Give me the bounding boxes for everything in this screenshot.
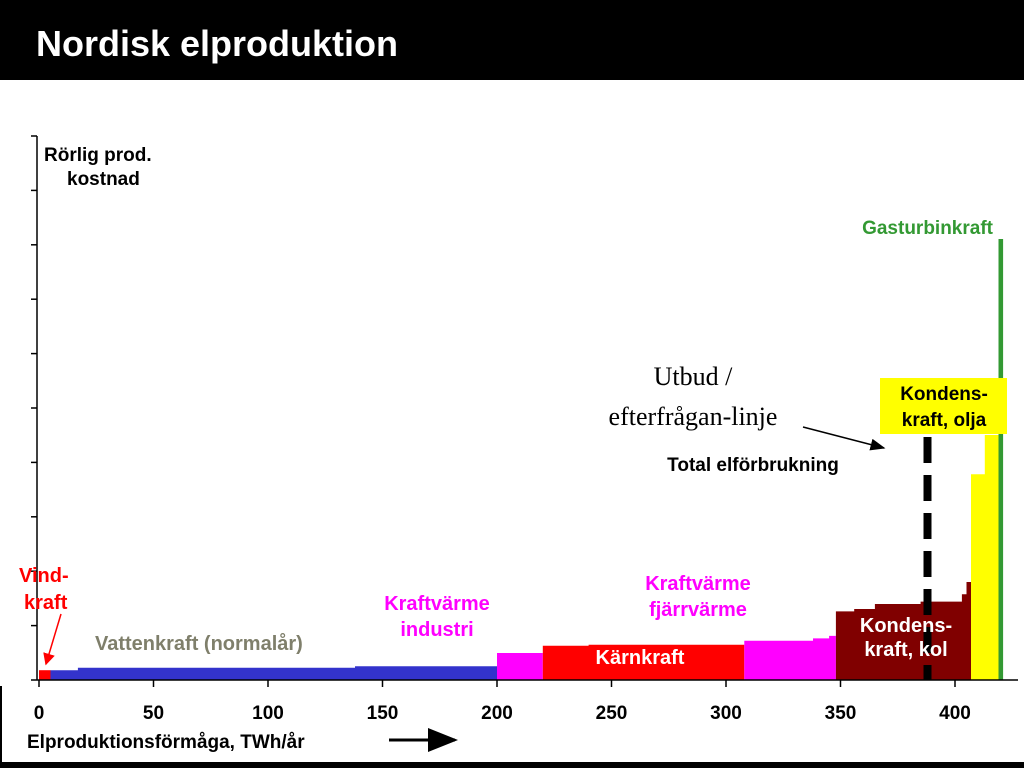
segment-6: [971, 435, 999, 680]
chp-industry-label-line1: Kraftvärme: [384, 593, 490, 615]
wind-label-line2: kraft: [24, 592, 68, 614]
slide-title: Nordisk elproduktion: [36, 23, 399, 64]
frame-bottom-edge: [0, 762, 1024, 768]
title-bar: Nordisk elproduktion: [0, 0, 1024, 80]
gas-label: Gasturbinkraft: [862, 218, 994, 239]
demand-label: Total elförbrukning: [667, 455, 839, 476]
x-tick-label: 250: [596, 703, 628, 724]
segment-2: [497, 653, 543, 680]
hydro-label: Vattenkraft (normalår): [95, 632, 303, 655]
x-tick-label: 50: [143, 703, 164, 724]
coal-label-line2: kraft, kol: [864, 639, 947, 661]
supply-segments: [39, 239, 1004, 680]
supply-demand-arrow: [802, 426, 886, 451]
oil-label-line2: kraft, olja: [902, 410, 987, 431]
wind-label-line1: Vind-: [19, 565, 69, 587]
frame-left-edge: [0, 686, 2, 768]
x-tick-label: 0: [34, 703, 45, 724]
y-axis-label-line2: kostnad: [67, 169, 140, 190]
y-axis-label-line1: Rörlig prod.: [44, 145, 152, 166]
segment-1: [50, 665, 497, 680]
supply-demand-label-line2: efterfrågan-linje: [609, 402, 778, 431]
x-tick-label: 300: [710, 703, 742, 724]
x-tick-label: 100: [252, 703, 284, 724]
nuclear-label: Kärnkraft: [596, 647, 685, 669]
x-tick-label: 400: [939, 703, 971, 724]
segment-3: [542, 644, 745, 680]
segment-0: [39, 670, 51, 680]
segment-5: [835, 582, 971, 680]
oil-label-box: [880, 378, 1007, 434]
x-tick-label: 150: [367, 703, 399, 724]
segment-4: [744, 635, 836, 680]
x-tick-label: 350: [825, 703, 857, 724]
chp-industry-label-line2: industri: [400, 619, 473, 641]
coal-label-line1: Kondens-: [860, 615, 952, 637]
segment-7: [998, 239, 1004, 680]
oil-label-line1: Kondens-: [900, 384, 988, 405]
chp-district-label-line1: Kraftvärme: [645, 573, 751, 595]
wind-arrow: [43, 613, 62, 666]
x-tick-label: 200: [481, 703, 513, 724]
supply-demand-label-line1: Utbud /: [654, 362, 734, 391]
x-axis-label: Elproduktionsförmåga, TWh/år: [27, 732, 305, 753]
chp-district-label-line2: fjärrvärme: [649, 599, 747, 621]
x-ticks: 0 50 100 150 200 250 300 350 400: [34, 680, 971, 724]
y-ticks: [31, 135, 37, 681]
